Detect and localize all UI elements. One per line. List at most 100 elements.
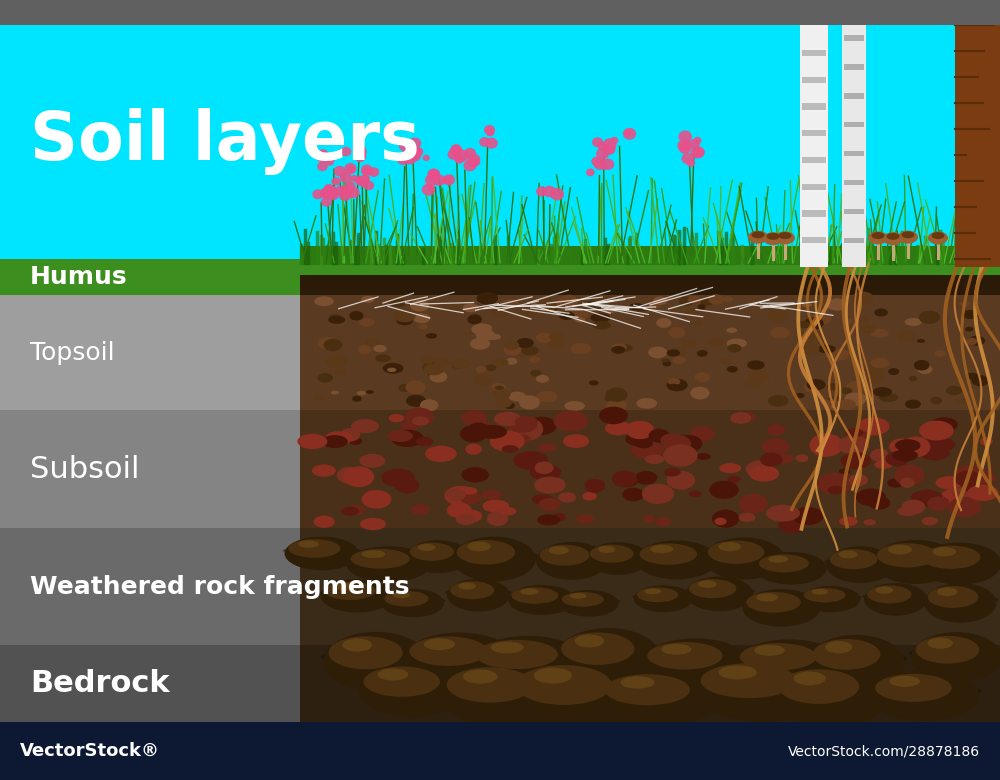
Ellipse shape	[621, 344, 633, 352]
Ellipse shape	[870, 448, 889, 462]
Ellipse shape	[968, 335, 985, 346]
Ellipse shape	[668, 384, 680, 390]
Ellipse shape	[860, 317, 870, 323]
Ellipse shape	[690, 677, 835, 693]
Bar	[955, 2, 1000, 267]
Ellipse shape	[684, 587, 755, 595]
Ellipse shape	[749, 466, 779, 482]
Ellipse shape	[422, 361, 441, 373]
Ellipse shape	[887, 478, 904, 488]
Ellipse shape	[420, 399, 439, 411]
Ellipse shape	[402, 151, 410, 159]
Ellipse shape	[872, 232, 885, 239]
Ellipse shape	[447, 579, 510, 612]
Ellipse shape	[534, 668, 572, 683]
Ellipse shape	[443, 175, 455, 186]
Ellipse shape	[677, 140, 691, 151]
Ellipse shape	[563, 434, 589, 448]
Ellipse shape	[962, 310, 980, 319]
Ellipse shape	[892, 449, 918, 462]
Ellipse shape	[505, 341, 519, 349]
Ellipse shape	[447, 150, 459, 160]
Ellipse shape	[673, 356, 685, 364]
Ellipse shape	[328, 316, 345, 324]
Bar	[802, 50, 826, 56]
Ellipse shape	[723, 296, 733, 302]
Ellipse shape	[358, 345, 371, 355]
Ellipse shape	[920, 446, 950, 460]
Ellipse shape	[327, 190, 339, 200]
Ellipse shape	[331, 391, 339, 395]
Ellipse shape	[486, 129, 495, 136]
Ellipse shape	[802, 343, 820, 355]
Ellipse shape	[727, 344, 741, 353]
Ellipse shape	[425, 445, 457, 462]
Ellipse shape	[389, 414, 404, 423]
Ellipse shape	[469, 636, 587, 689]
Ellipse shape	[394, 310, 416, 322]
Ellipse shape	[661, 644, 691, 654]
Ellipse shape	[491, 304, 509, 317]
Ellipse shape	[910, 490, 943, 507]
Ellipse shape	[645, 455, 664, 464]
Ellipse shape	[387, 367, 396, 372]
Ellipse shape	[698, 580, 717, 588]
Ellipse shape	[458, 583, 476, 590]
Ellipse shape	[631, 441, 664, 459]
Ellipse shape	[647, 642, 723, 669]
Ellipse shape	[795, 454, 808, 463]
Ellipse shape	[557, 598, 620, 604]
Ellipse shape	[718, 542, 741, 551]
Ellipse shape	[845, 392, 866, 406]
Ellipse shape	[429, 370, 447, 383]
Ellipse shape	[317, 337, 339, 349]
Ellipse shape	[671, 444, 695, 457]
Ellipse shape	[667, 471, 695, 490]
Ellipse shape	[447, 307, 458, 312]
Ellipse shape	[946, 386, 962, 395]
Ellipse shape	[363, 176, 370, 182]
Ellipse shape	[900, 477, 915, 488]
Ellipse shape	[919, 420, 954, 441]
Ellipse shape	[364, 181, 374, 190]
Ellipse shape	[793, 507, 823, 525]
Ellipse shape	[536, 186, 547, 197]
Ellipse shape	[344, 557, 433, 566]
Ellipse shape	[852, 292, 874, 304]
Ellipse shape	[584, 300, 604, 310]
Ellipse shape	[813, 639, 880, 670]
Ellipse shape	[775, 232, 795, 244]
Ellipse shape	[559, 311, 575, 320]
Ellipse shape	[334, 583, 354, 590]
Ellipse shape	[401, 648, 518, 661]
Ellipse shape	[421, 356, 435, 364]
Ellipse shape	[536, 333, 553, 343]
Ellipse shape	[967, 484, 999, 501]
Ellipse shape	[543, 186, 556, 197]
Ellipse shape	[326, 154, 335, 163]
Ellipse shape	[344, 163, 357, 174]
Ellipse shape	[418, 544, 436, 551]
Ellipse shape	[867, 685, 982, 698]
Ellipse shape	[479, 137, 490, 147]
Bar	[802, 183, 826, 190]
Ellipse shape	[405, 147, 412, 154]
Ellipse shape	[962, 497, 978, 509]
Ellipse shape	[575, 634, 604, 647]
Ellipse shape	[768, 309, 788, 322]
Ellipse shape	[905, 399, 921, 409]
Ellipse shape	[547, 307, 557, 312]
Ellipse shape	[531, 303, 539, 307]
Ellipse shape	[313, 395, 324, 400]
Ellipse shape	[634, 439, 653, 448]
Ellipse shape	[500, 507, 517, 516]
Ellipse shape	[812, 589, 828, 594]
Ellipse shape	[735, 640, 844, 689]
Bar	[802, 104, 826, 110]
Ellipse shape	[491, 383, 506, 391]
Ellipse shape	[712, 509, 739, 528]
Ellipse shape	[804, 317, 824, 330]
Ellipse shape	[447, 667, 533, 703]
Ellipse shape	[414, 147, 423, 155]
Text: Humus: Humus	[30, 265, 128, 289]
